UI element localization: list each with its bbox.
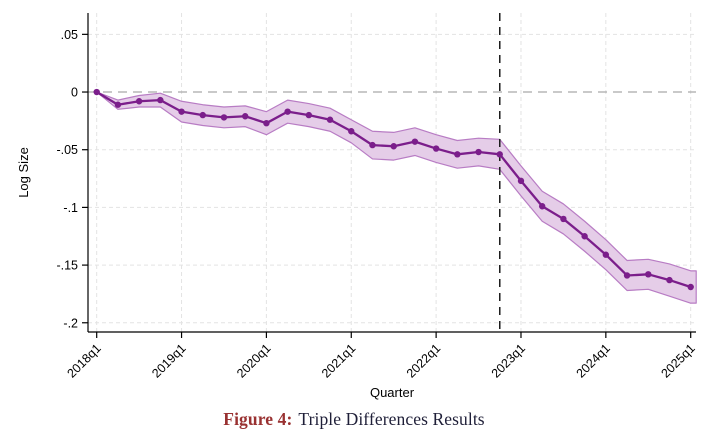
data-point	[390, 143, 397, 150]
data-point	[454, 151, 461, 158]
data-point	[114, 101, 122, 108]
figure-caption-label: Figure 4:	[223, 409, 293, 429]
data-point	[560, 215, 567, 223]
data-point	[432, 145, 440, 152]
data-point	[220, 114, 228, 121]
x-tick-label: 2018q1	[64, 341, 103, 380]
x-tick-label: 2023q1	[489, 341, 528, 380]
data-point	[645, 271, 652, 278]
data-point	[581, 233, 588, 240]
data-point	[157, 96, 164, 104]
data-point	[305, 111, 313, 119]
data-point	[687, 283, 694, 291]
data-point	[496, 151, 503, 158]
data-point	[348, 128, 355, 135]
data-point	[263, 119, 270, 127]
data-point	[517, 177, 525, 185]
data-point	[538, 203, 546, 210]
x-axis-title: Quarter	[370, 385, 415, 400]
data-point	[411, 138, 419, 145]
data-point	[623, 272, 631, 279]
y-tick-label: -.05	[56, 143, 78, 157]
data-point	[369, 141, 376, 149]
x-tick-label: 2021q1	[319, 341, 358, 380]
y-tick-label: -.1	[63, 201, 78, 215]
x-tick-label: 2025q1	[658, 341, 697, 380]
data-point	[326, 116, 334, 123]
y-tick-label: 0	[71, 86, 78, 100]
data-point	[241, 113, 249, 120]
data-point	[666, 276, 673, 284]
y-axis-title: Log Size	[16, 147, 31, 198]
y-tick-label: -.2	[63, 316, 78, 330]
data-point	[178, 108, 185, 115]
y-tick-label: -.15	[56, 259, 78, 273]
data-point	[135, 98, 143, 105]
data-point	[602, 251, 610, 258]
triple-differences-chart: .05 0 -.05 -.1 -.15 -.2 2018q1 2019q1 2020q1 2021…	[16, 13, 698, 400]
x-tick-label: 2019q1	[149, 341, 188, 380]
figure-caption: Figure 4: Triple Differences Results	[0, 409, 708, 430]
data-point	[284, 108, 291, 115]
figure-caption-text: Triple Differences Results	[298, 409, 485, 429]
x-tick-label: 2024q1	[574, 341, 613, 380]
data-point	[199, 111, 206, 119]
data-point	[93, 88, 100, 96]
confidence-band	[96, 91, 697, 304]
y-tick-label: .05	[61, 28, 78, 42]
x-tick-label: 2022q1	[404, 341, 443, 380]
x-tick-label: 2020q1	[234, 341, 273, 380]
data-point	[475, 148, 482, 156]
